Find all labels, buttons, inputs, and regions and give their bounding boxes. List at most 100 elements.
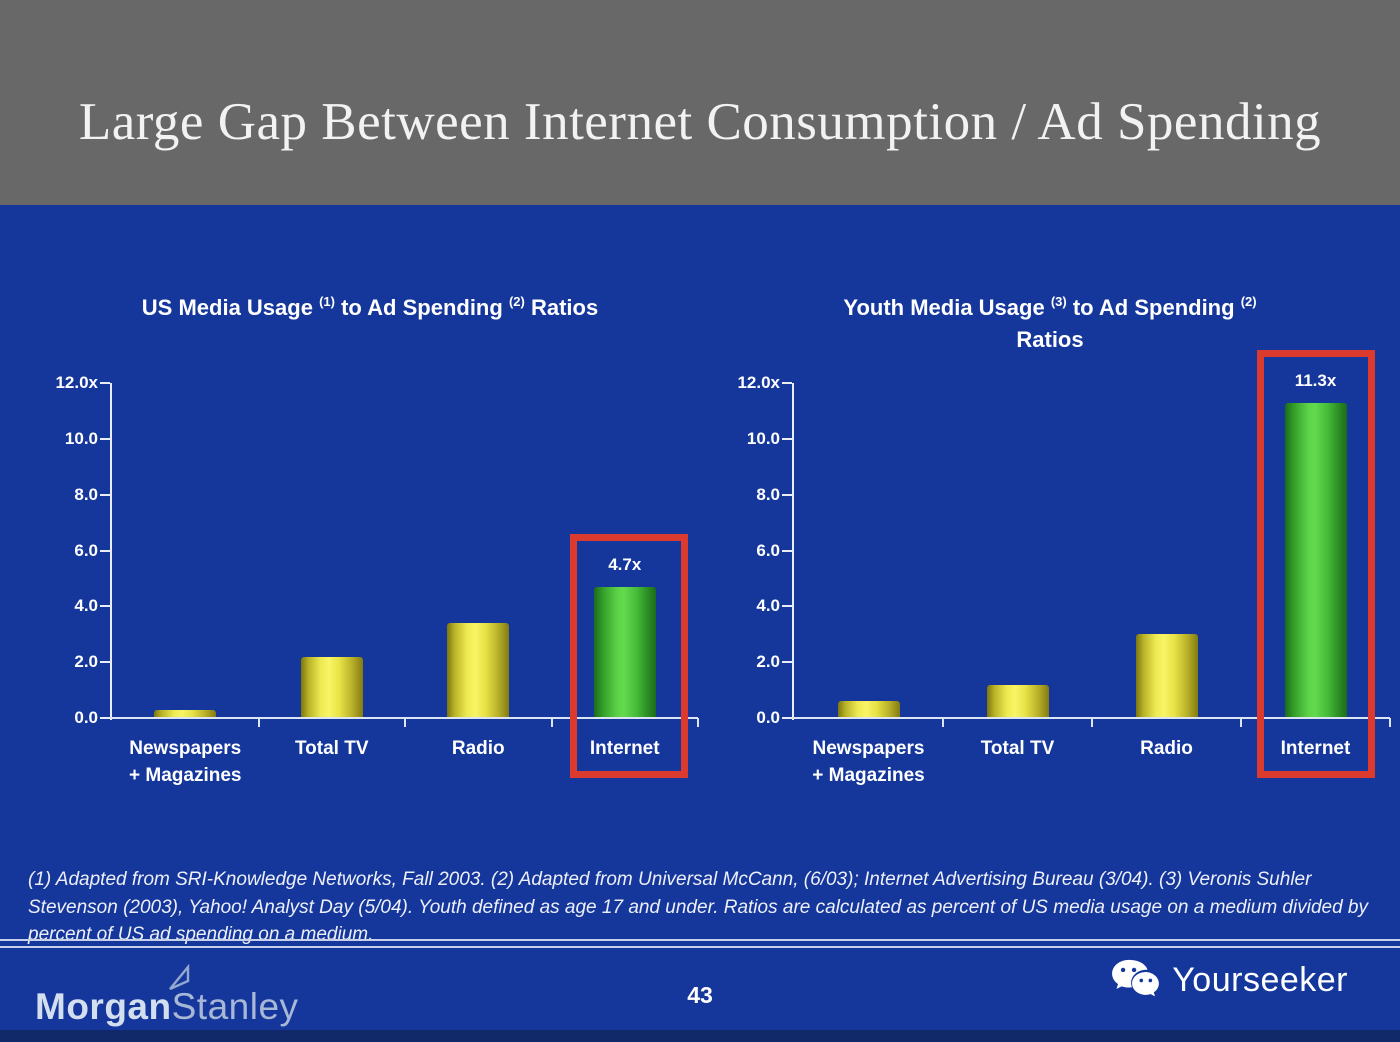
footnote-ref-3: (3)	[1050, 294, 1067, 309]
y-axis-ticks	[100, 382, 110, 719]
chart-youth-media-usage: 12.0x 10.0 8.0 6.0 4.0 2.0 0.0 11.3x Newspaper…	[730, 360, 1400, 810]
y-tick-mark	[782, 437, 792, 440]
bar-value-label: 4.7x	[608, 554, 642, 574]
x-axis-category-label: Radio	[1140, 738, 1193, 759]
morgan-stanley-logo: MorganStanley	[35, 964, 299, 1028]
y-tick-mark	[100, 717, 110, 719]
y-axis-line	[792, 383, 794, 720]
y-tick-label: 6.0	[756, 540, 780, 560]
title-text: Ratios	[1016, 326, 1084, 352]
y-tick-label: 2.0	[74, 652, 98, 672]
y-tick-label: 12.0x	[55, 373, 98, 392]
y-tick-mark	[100, 382, 110, 384]
x-axis-category-label: Radio	[451, 738, 505, 759]
x-tick-mark	[404, 718, 406, 727]
bar-column: 4.7x	[552, 383, 699, 718]
y-tick-label: 0.0	[756, 708, 780, 727]
x-tick-mark	[1240, 718, 1242, 727]
bar-total-tv	[986, 684, 1049, 718]
footer-divider	[0, 939, 1400, 948]
footnote: (1) Adapted from SRI-Knowledge Networks,…	[28, 869, 1368, 946]
x-axis-category-label: Internet	[1280, 738, 1351, 759]
header-band: Large Gap Between Internet Consumption /…	[0, 0, 1400, 205]
plot-area: 11.3x	[794, 371, 1390, 718]
y-tick-label: 8.0	[756, 484, 780, 504]
y-tick-mark	[782, 717, 792, 719]
x-axis-labels: Newspapers + Magazines Total TV Radio Inter…	[112, 736, 698, 789]
bar-column	[259, 383, 406, 718]
pennant-icon	[169, 964, 190, 991]
x-axis-ticks	[794, 718, 1391, 728]
x-tick-mark	[697, 718, 699, 727]
y-tick-mark	[100, 661, 110, 664]
highlight-box-internet-right	[1257, 350, 1375, 778]
y-tick-label: 0.0	[74, 708, 98, 727]
plot-area: 4.7x	[112, 383, 698, 718]
bottom-strip	[0, 1030, 1400, 1042]
y-axis-labels: 12.0x 10.0 8.0 6.0 4.0 2.0 0.0	[30, 373, 98, 727]
page-number: 43	[687, 982, 713, 1008]
bar-column: 11.3x	[1241, 371, 1390, 718]
bar-column	[1092, 383, 1241, 718]
y-axis-labels: 12.0x 10.0 8.0 6.0 4.0 2.0 0.0	[730, 373, 780, 727]
y-tick-mark	[100, 493, 110, 496]
bar-column	[405, 383, 552, 718]
y-tick-label: 4.0	[756, 596, 780, 616]
title-text: Ratios	[530, 295, 599, 320]
y-tick-label: 8.0	[74, 484, 98, 504]
bar-column	[112, 383, 259, 718]
watermark: Yourseeker	[1110, 958, 1348, 1002]
x-tick-mark	[942, 718, 944, 727]
bar-total-tv	[300, 656, 363, 718]
title-text: US Media Usage	[141, 295, 313, 320]
bar-radio	[447, 623, 510, 718]
y-tick-mark	[100, 605, 110, 608]
page-title: Large Gap Between Internet Consumption /…	[78, 93, 1322, 151]
y-tick-mark	[782, 661, 792, 664]
x-axis-category-label: Internet	[589, 738, 660, 759]
highlight-box-internet-left	[570, 534, 688, 778]
y-tick-label: 4.0	[74, 596, 98, 616]
y-tick-mark	[100, 549, 110, 552]
bar-newspapers	[154, 709, 217, 718]
y-tick-mark	[782, 549, 792, 552]
bar-internet	[1284, 402, 1347, 718]
y-tick-mark	[782, 382, 792, 384]
y-tick-label: 12.0x	[737, 373, 780, 392]
logo-text-morgan: Morgan	[35, 986, 172, 1027]
y-tick-mark	[782, 493, 792, 496]
footnote-ref-2: (2)	[508, 294, 525, 309]
y-tick-mark	[100, 437, 110, 440]
title-text: Youth Media Usage	[843, 295, 1045, 320]
y-axis-ticks	[782, 382, 792, 719]
x-axis-category-label: Total TV	[294, 738, 369, 759]
bar-newspapers	[837, 701, 900, 718]
chart-us-media-usage: 12.0x 10.0 8.0 6.0 4.0 2.0 0.0 4.7x Newspapers…	[30, 360, 710, 810]
title-text: to Ad Spending	[341, 295, 503, 320]
y-tick-label: 10.0	[64, 428, 98, 448]
title-text: to Ad Spending	[1072, 295, 1235, 320]
bar-value-label: 11.3x	[1294, 370, 1337, 390]
wechat-icon	[1112, 959, 1160, 997]
footnote-ref-1: (1)	[319, 294, 335, 309]
y-tick-label: 6.0	[74, 540, 98, 560]
y-tick-label: 10.0	[746, 428, 780, 448]
chart-title-youth-media: Youth Media Usage (3) to Ad Spending (2)…	[790, 292, 1310, 356]
y-tick-label: 2.0	[756, 652, 780, 672]
x-tick-mark	[1389, 718, 1391, 727]
bar-column	[943, 383, 1092, 718]
logo-text-stanley: Stanley	[171, 986, 299, 1027]
bar-radio	[1135, 634, 1198, 718]
x-axis-labels: Newspapers + Magazines Total TV Radio Inter…	[794, 736, 1390, 789]
watermark-label: Yourseeker	[1172, 960, 1348, 999]
y-axis-line	[110, 383, 112, 720]
footnote-ref-2: (2)	[1240, 294, 1257, 309]
x-axis-ticks	[112, 718, 699, 728]
x-tick-mark	[1091, 718, 1093, 727]
x-tick-mark	[257, 718, 260, 727]
x-axis-category-label: Newspapers + Magazines	[129, 738, 242, 786]
y-tick-mark	[782, 605, 792, 608]
bar-internet	[593, 586, 656, 718]
chart-title-us-media: US Media Usage (1) to Ad Spending (2) Ra…	[60, 292, 680, 324]
